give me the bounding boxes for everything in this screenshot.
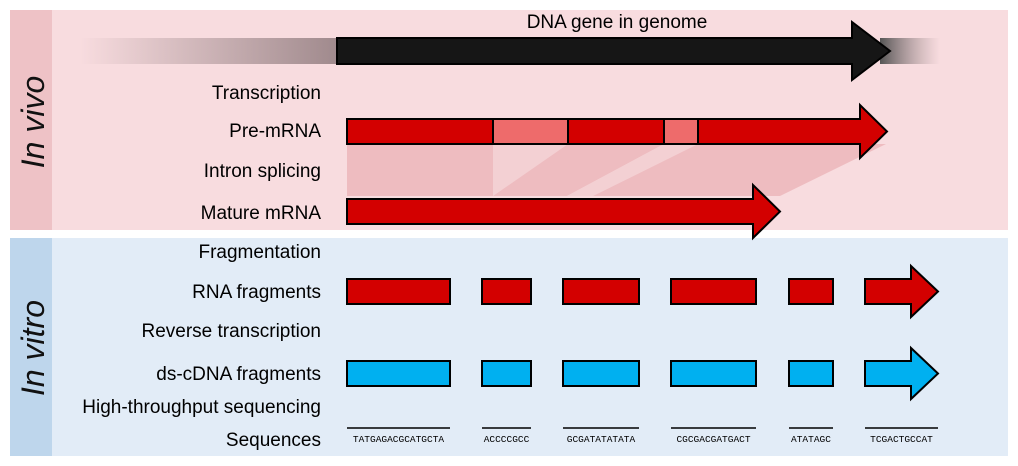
pre-mrna-intron-1	[492, 118, 569, 145]
in-vitro-label: In vitro	[15, 300, 51, 396]
label-transcription: Transcription	[212, 83, 321, 104]
in-vivo-sidebar	[10, 10, 52, 230]
splice-shading-exon-2	[493, 144, 664, 196]
splice-shading-intron-2	[567, 144, 698, 196]
sequence-read-3: GCGATATATATA	[567, 434, 636, 445]
sequence-read-4: CGCGACGATGACT	[676, 434, 750, 445]
label-sequences: Sequences	[226, 430, 321, 451]
label-fragmentation: Fragmentation	[198, 242, 321, 263]
label-ds-cdna-fragments: ds-cDNA fragments	[156, 364, 321, 385]
sequence-read-5: ATATAGC	[791, 434, 831, 445]
in-vitro-sidebar	[10, 238, 52, 456]
dna-flank-left	[80, 38, 337, 64]
label-mature-mrna: Mature mRNA	[201, 203, 322, 224]
in-vitro-panel	[10, 238, 1008, 456]
pre-mrna-exon-2	[567, 118, 665, 145]
cdna-fragment-2	[481, 360, 532, 387]
pre-mrna-exon-1	[346, 118, 494, 145]
rna-fragment-2	[481, 278, 532, 305]
cdna-fragment-3	[562, 360, 640, 387]
rna-fragment-5	[788, 278, 834, 305]
splice-shading-exon-3	[593, 144, 886, 196]
cdna-fragment-1	[346, 360, 451, 387]
cdna-fragment-4	[670, 360, 757, 387]
rna-fragment-4	[670, 278, 757, 305]
sequence-read-6: TCGACTGCCAT	[870, 434, 933, 445]
rna-fragment-1	[346, 278, 451, 305]
cdna-fragment-6-arrow	[864, 345, 940, 402]
in-vivo-label: In vivo	[15, 76, 51, 168]
cdna-fragment-5	[788, 360, 834, 387]
splice-shading	[347, 144, 493, 196]
pre-mrna-exon-3-arrow	[697, 102, 889, 161]
label-high-throughput-sequencing: High-throughput sequencing	[82, 397, 321, 418]
label-intron-splicing: Intron splicing	[204, 161, 321, 182]
rna-fragment-6-arrow	[864, 263, 940, 320]
mature-mrna-arrow	[346, 182, 782, 241]
dna-gene-arrow	[336, 19, 892, 83]
dna-gene-title: DNA gene in genome	[527, 12, 708, 33]
pre-mrna-intron-2	[663, 118, 699, 145]
sequence-read-2: ACCCCGCC	[484, 434, 530, 445]
label-rna-fragments: RNA fragments	[192, 282, 321, 303]
sequence-read-1: TATGAGACGCATGCTA	[353, 434, 445, 445]
label-pre-mrna: Pre-mRNA	[229, 121, 321, 142]
label-reverse-transcription: Reverse transcription	[141, 321, 321, 342]
rna-fragment-3	[562, 278, 640, 305]
